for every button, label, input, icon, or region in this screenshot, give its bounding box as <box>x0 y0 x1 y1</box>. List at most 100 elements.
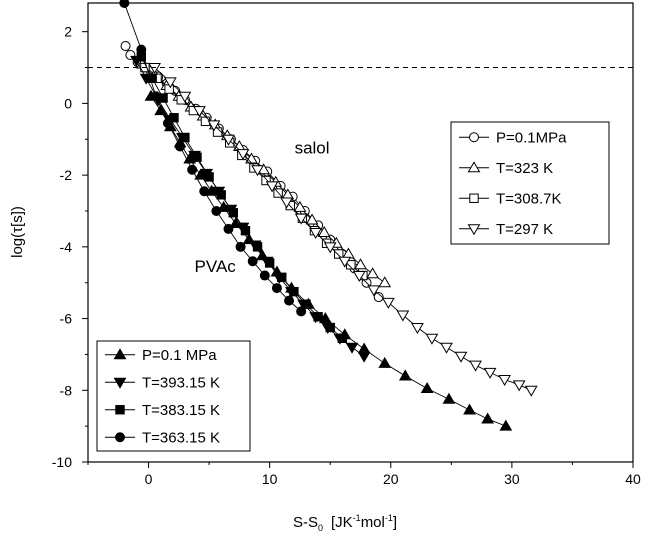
data-point <box>481 412 495 424</box>
data-point <box>442 392 456 404</box>
data-point <box>337 333 348 343</box>
data-point <box>175 141 186 152</box>
data-point <box>296 306 307 317</box>
data-point <box>301 299 311 309</box>
data-point <box>228 208 239 218</box>
data-point <box>284 295 295 306</box>
data-point <box>211 205 222 216</box>
legends: P=0.1MPa T=323 K T=308.7K T=297 K P=0.1 MPa T… <box>96 121 610 452</box>
y-tick-label: -8 <box>60 382 73 398</box>
x-axis-label: S-S0 [JK-1mol-1] <box>293 513 397 533</box>
data-point <box>294 213 308 225</box>
data-point <box>293 200 307 212</box>
y-tick-label: -4 <box>60 239 73 255</box>
data-point <box>498 375 511 387</box>
plot-frame <box>87 2 634 463</box>
data-point <box>163 77 177 89</box>
legend-right-middle: P=0.1MPa T=323 K T=308.7K T=297 K <box>450 121 610 245</box>
data-point <box>420 381 434 393</box>
data-point <box>261 175 271 186</box>
data-point <box>265 181 279 193</box>
data-point <box>354 258 367 270</box>
data-point <box>352 271 366 283</box>
data-point <box>162 118 173 129</box>
data-point <box>223 223 234 234</box>
data-point <box>454 351 468 363</box>
x-tick-label: 40 <box>625 471 641 487</box>
data-point <box>309 228 323 239</box>
series-T=383.15 K <box>136 52 348 343</box>
data-point <box>440 342 453 354</box>
annotation-label: salol <box>295 139 330 158</box>
data-point <box>169 113 179 123</box>
legend-marker <box>115 432 125 443</box>
series-T=297 K <box>148 63 538 397</box>
legend-label: P=0.1 MPa <box>142 347 217 364</box>
data-point <box>305 213 319 225</box>
data-point <box>193 106 206 118</box>
data-point <box>346 260 356 270</box>
y-tick-label: 0 <box>64 95 72 111</box>
data-point <box>259 270 270 281</box>
x-tick-label: 30 <box>504 471 520 487</box>
data-point <box>119 0 130 8</box>
x-label-units-a: [JK <box>331 514 353 531</box>
series-line <box>136 60 365 357</box>
legend-label: T=363.15 K <box>142 429 220 446</box>
data-point <box>396 310 410 322</box>
data-point <box>338 256 352 268</box>
data-point <box>247 256 258 267</box>
data-point <box>317 226 331 237</box>
data-point <box>199 186 210 197</box>
data-point <box>252 242 263 252</box>
data-point <box>235 241 246 252</box>
y-tick-label: 2 <box>64 24 72 40</box>
legend-box <box>96 340 251 452</box>
data-point <box>463 403 476 415</box>
data-point <box>425 333 439 345</box>
data-point <box>357 351 371 363</box>
y-tick-label: -6 <box>60 311 73 327</box>
data-point <box>289 286 299 297</box>
legend-label: T=383.15 K <box>142 402 220 419</box>
x-label-sup2: -1 <box>385 513 393 523</box>
legend-marker <box>113 377 127 389</box>
data-point <box>334 249 344 259</box>
data-point <box>148 63 161 75</box>
annotations: salol PVAc <box>195 139 330 276</box>
data-point <box>398 369 412 381</box>
legend-marker <box>467 224 481 236</box>
x-label-sup1: -1 <box>353 513 361 523</box>
data-point <box>345 342 359 354</box>
data-point <box>378 276 392 288</box>
data-point <box>194 168 208 180</box>
data-point <box>251 165 264 177</box>
data-point <box>367 285 381 297</box>
data-point <box>147 73 157 84</box>
legend-marker <box>113 348 127 360</box>
data-point <box>240 226 251 236</box>
data-point <box>136 44 147 55</box>
data-point <box>207 120 221 132</box>
series-group <box>119 0 538 431</box>
data-point <box>411 323 424 335</box>
data-point <box>357 342 371 354</box>
legend-label: T=323 K <box>496 160 553 177</box>
annotation-label: PVAc <box>195 257 237 276</box>
data-point <box>178 91 192 103</box>
data-point <box>277 272 287 283</box>
legend-label: P=0.1MPa <box>496 129 567 146</box>
series-line <box>140 56 343 339</box>
legend-box <box>450 121 610 245</box>
data-point <box>373 292 384 303</box>
data-point <box>483 367 497 379</box>
legend-marker <box>115 405 125 415</box>
data-point <box>150 91 161 102</box>
x-tick-label: 0 <box>145 471 153 487</box>
data-point <box>187 164 198 175</box>
x-label-units-b: mol <box>361 514 385 531</box>
legend-marker <box>469 193 479 203</box>
data-point <box>271 283 282 294</box>
data-point <box>469 360 482 372</box>
